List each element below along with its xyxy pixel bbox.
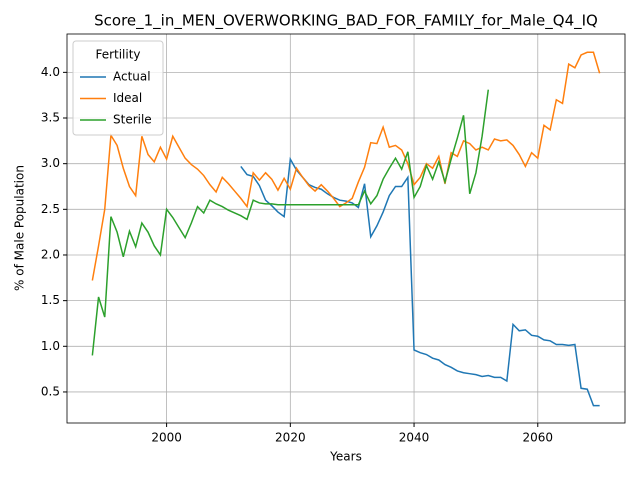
legend-label: Ideal: [113, 91, 142, 105]
x-tick-label: 2040: [399, 431, 430, 445]
y-tick-label: 2.5: [41, 202, 60, 216]
y-axis-label: % of Male Population: [13, 165, 27, 291]
series-line: [91, 89, 490, 356]
x-axis-label: Years: [329, 450, 362, 464]
legend-label: Actual: [113, 70, 151, 84]
legend-label: Sterile: [113, 113, 152, 127]
y-tick-label: 1.5: [41, 293, 60, 307]
y-tick-label: 1.0: [41, 339, 60, 353]
plot-frame: [66, 33, 626, 424]
y-tick-label: 3.5: [41, 111, 60, 125]
x-tick-label: 2020: [275, 431, 306, 445]
y-tick-label: 4.0: [41, 65, 60, 79]
y-tick-label: 0.5: [41, 384, 60, 398]
legend-title: Fertility: [95, 48, 140, 62]
x-tick-label: 2060: [523, 431, 554, 445]
series-line: [240, 156, 600, 407]
legend-box: [72, 40, 164, 136]
chart-title: Score_1_in_MEN_OVERWORKING_BAD_FOR_FAMIL…: [94, 12, 598, 31]
x-tick-label: 2000: [151, 431, 182, 445]
y-tick-label: 2.0: [41, 247, 60, 261]
series-line: [91, 51, 601, 281]
y-tick-label: 3.0: [41, 156, 60, 170]
